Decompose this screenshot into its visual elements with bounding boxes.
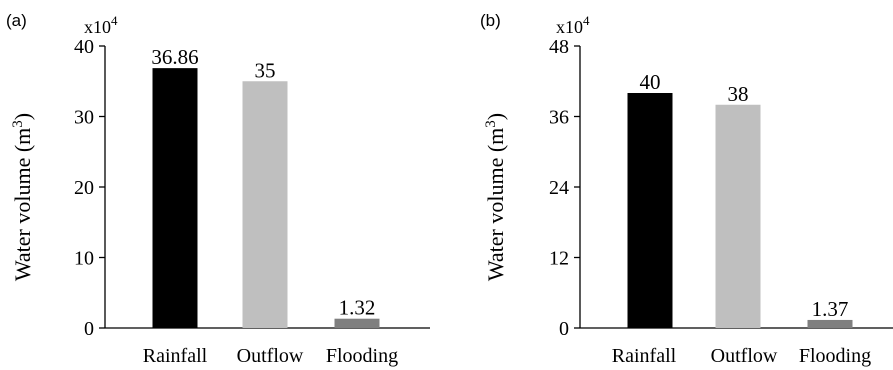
x-tick-label-outflow: Outflow xyxy=(711,345,778,367)
bar-rainfall xyxy=(627,93,673,328)
x-tick-label-rainfall: Rainfall xyxy=(612,345,677,367)
y-tick-label: 48 xyxy=(549,36,569,58)
data-label-rainfall: 36.86 xyxy=(151,45,198,69)
y-tick-label: 10 xyxy=(74,248,94,270)
y-tick-label: 24 xyxy=(549,177,569,199)
axis-multiplier: x104 xyxy=(556,13,590,37)
x-tick-label-flooding: Flooding xyxy=(326,345,398,367)
bar-outflow xyxy=(715,104,761,328)
y-axis-title: Water volume (m3) xyxy=(10,113,35,281)
data-label-outflow: 38 xyxy=(728,82,749,106)
y-tick-label: 0 xyxy=(84,318,94,340)
bar-rainfall xyxy=(152,68,198,329)
y-tick-label: 30 xyxy=(74,107,94,129)
x-tick-label-outflow: Outflow xyxy=(237,345,304,367)
data-label-flooding: 1.32 xyxy=(339,296,376,320)
x-tick-label-flooding: Flooding xyxy=(799,345,871,367)
bar-flooding xyxy=(334,318,380,328)
y-tick-label: 0 xyxy=(559,318,569,340)
bar-outflow xyxy=(242,81,288,328)
data-label-rainfall: 40 xyxy=(640,70,661,94)
panel-label: (a) xyxy=(6,11,27,30)
y-axis-title: Water volume (m3) xyxy=(483,113,508,281)
y-tick-label: 40 xyxy=(74,36,94,58)
panel-label: (b) xyxy=(480,11,501,30)
y-tick-label: 36 xyxy=(549,107,569,129)
data-label-outflow: 35 xyxy=(255,58,276,82)
y-tick-label: 20 xyxy=(74,177,94,199)
data-label-flooding: 1.37 xyxy=(812,297,849,321)
bar-flooding xyxy=(807,319,853,328)
chart-panel-a: (a) x104 0 10 20 30 40 Water volume (m3) 36.86 Ra… xyxy=(6,11,430,367)
y-tick-label: 12 xyxy=(549,248,569,270)
axis-multiplier: x104 xyxy=(84,13,118,37)
chart-panel-b: (b) x104 0 12 24 36 48 Water volume (m3) 40 Rainf… xyxy=(480,11,893,367)
x-tick-label-rainfall: Rainfall xyxy=(143,345,208,367)
